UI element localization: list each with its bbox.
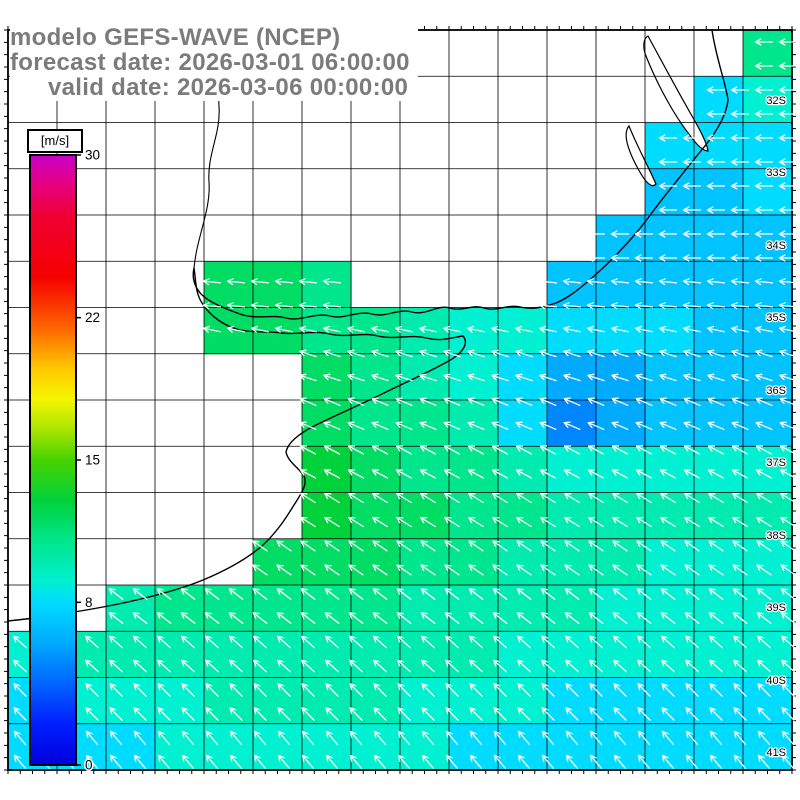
lat-label: 35S: [766, 312, 786, 324]
lat-label: 38S: [766, 530, 786, 542]
colorbar-tick-label: 15: [85, 453, 100, 468]
lat-label: 36S: [766, 385, 786, 397]
colorbar-tick-label: 8: [85, 595, 93, 610]
colorbar: [29, 154, 77, 766]
forecast-date-line: forecast date: 2026-03-01 06:00:00: [10, 49, 410, 76]
lat-label: 37S: [766, 457, 786, 469]
lat-label: 39S: [766, 602, 786, 614]
colorbar-unit-label: [m/s]: [27, 129, 83, 153]
colorbar-tick-labels: 30 22 15 8 0: [76, 146, 102, 774]
colorbar-tick-label: 30: [85, 148, 100, 163]
lat-label: 40S: [766, 675, 786, 687]
map-header: modelo GEFS-WAVE (NCEP) forecast date: 2…: [10, 24, 418, 101]
lagoon-outline: [625, 124, 657, 187]
colorbar-tick-label: 22: [85, 310, 100, 325]
lat-label: 32S: [766, 95, 786, 107]
lat-label: 33S: [766, 167, 786, 179]
wind-speed-field: [8, 30, 793, 771]
valid-date-line: valid date: 2026-03-06 00:00:00: [48, 74, 409, 101]
latitude-labels: 32S 33S 34S 35S 36S 37S 38S 39S 40S 41S: [765, 94, 787, 761]
lat-label: 41S: [766, 747, 786, 759]
model-title: modelo GEFS-WAVE (NCEP): [10, 24, 341, 51]
colorbar-tick-label: 0: [85, 758, 93, 773]
lat-label: 34S: [766, 240, 786, 252]
